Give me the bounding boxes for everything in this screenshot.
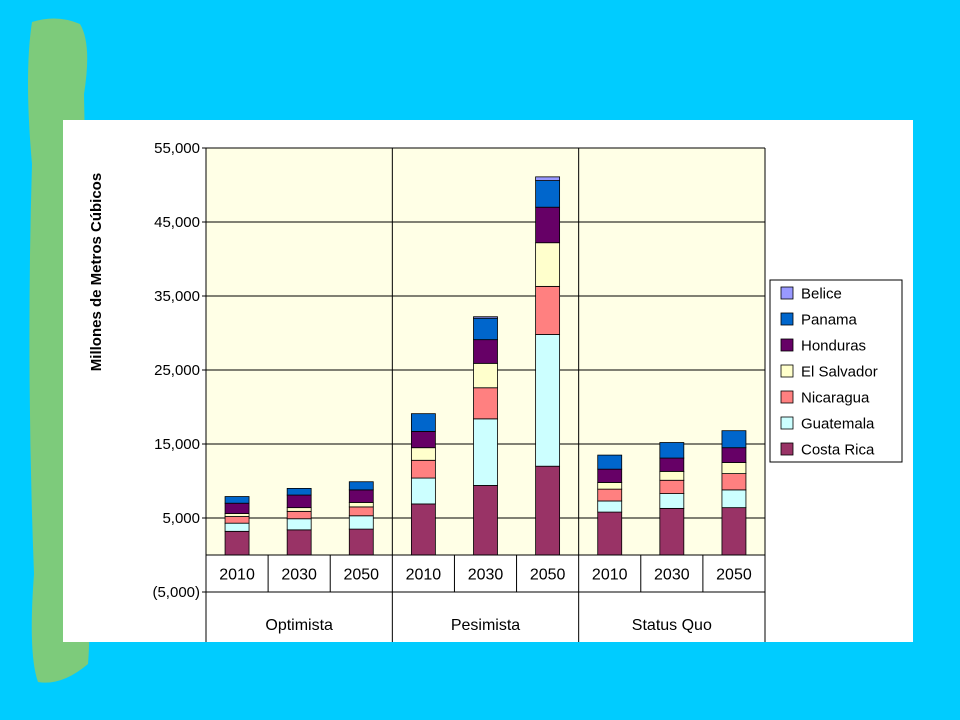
bar-segment-nicaragua bbox=[473, 387, 498, 420]
legend-label: Belice bbox=[801, 286, 842, 303]
bar-segment-panama bbox=[224, 496, 250, 504]
legend-swatch bbox=[780, 390, 794, 404]
bar-segment-guatemala bbox=[224, 522, 250, 532]
bar-segment-costa-rica bbox=[286, 529, 312, 556]
y-axis-label: Millones de Metros Cúbicos bbox=[88, 173, 105, 371]
y-tick-label: 15,000 bbox=[154, 436, 200, 453]
category-label: 2050 bbox=[343, 567, 379, 584]
bar-segment-guatemala bbox=[597, 500, 623, 513]
category-label: 2030 bbox=[654, 567, 690, 584]
bar-segment-panama bbox=[659, 442, 685, 459]
bar-segment-panama bbox=[348, 481, 374, 491]
stacked-bar-chart: (5,000) 5,000 15,000 25,000 35,000 45,000 55,0… bbox=[88, 140, 903, 642]
bar-segment-belice bbox=[535, 176, 561, 181]
bar-segment-guatemala bbox=[535, 334, 561, 467]
legend-box bbox=[769, 279, 903, 463]
legend-swatch bbox=[780, 442, 794, 456]
legend-swatch bbox=[780, 416, 794, 430]
bar-segment-guatemala bbox=[721, 489, 747, 509]
bar-segment-el-salvador bbox=[597, 482, 623, 490]
bar-segment-el-salvador bbox=[535, 242, 561, 287]
bar-segment-honduras bbox=[286, 494, 312, 509]
bar-segment-belice bbox=[473, 316, 498, 319]
bar-segment-nicaragua bbox=[410, 459, 436, 479]
bar-segment-costa-rica bbox=[597, 511, 623, 556]
legend-swatch bbox=[780, 364, 794, 378]
bar-segment-panama bbox=[535, 180, 561, 208]
y-tick-label: 45,000 bbox=[154, 214, 200, 231]
legend: Belice Panama Honduras El Salvador Nicaragua… bbox=[769, 279, 903, 463]
bar-segment-panama bbox=[286, 487, 312, 496]
chart-panel: (5,000) 5,000 15,000 25,000 35,000 45,000 55,0… bbox=[63, 120, 913, 642]
legend-swatch bbox=[780, 338, 794, 352]
bar-segment-costa-rica bbox=[348, 528, 374, 556]
bar-segment-el-salvador bbox=[348, 502, 374, 508]
legend-label: Panama bbox=[801, 312, 858, 329]
bar-segment-honduras bbox=[348, 489, 374, 503]
bar-segment-honduras bbox=[597, 468, 623, 483]
legend-swatch bbox=[780, 312, 794, 326]
category-label: 2010 bbox=[406, 567, 442, 584]
bar-segment-nicaragua bbox=[286, 510, 312, 520]
bar-segment-el-salvador bbox=[410, 447, 436, 461]
y-tick-label: 55,000 bbox=[154, 140, 200, 157]
legend-label: Honduras bbox=[801, 338, 866, 355]
bar-segment-honduras bbox=[473, 339, 498, 364]
bar-segment-el-salvador bbox=[659, 470, 685, 481]
bar-segment-costa-rica bbox=[659, 507, 685, 556]
bar-segment-honduras bbox=[410, 431, 436, 449]
category-label: 2030 bbox=[468, 567, 504, 584]
bar-segment-nicaragua bbox=[224, 516, 250, 524]
bar-segment-costa-rica bbox=[535, 465, 561, 556]
bar-segment-panama bbox=[721, 430, 747, 449]
bar-segment-honduras bbox=[535, 206, 561, 244]
bar-segment-nicaragua bbox=[535, 285, 561, 335]
legend-swatch bbox=[780, 286, 794, 300]
legend-label: Costa Rica bbox=[801, 442, 875, 459]
legend-label: Nicaragua bbox=[801, 390, 870, 407]
bar-segment-nicaragua bbox=[348, 506, 374, 517]
category-label: 2030 bbox=[281, 567, 317, 584]
bar-segment-costa-rica bbox=[224, 530, 250, 556]
y-tick-label: 25,000 bbox=[154, 362, 200, 379]
bar-segment-honduras bbox=[721, 447, 747, 463]
bar-segment-nicaragua bbox=[659, 479, 685, 494]
bar-segment-nicaragua bbox=[721, 473, 747, 491]
group-label: Pesimista bbox=[451, 617, 520, 634]
y-tick-label: 5,000 bbox=[162, 510, 200, 527]
bar-segment-panama bbox=[473, 317, 498, 341]
bar-segment-costa-rica bbox=[721, 507, 747, 556]
bar-segment-guatemala bbox=[286, 518, 312, 531]
y-tick-label: (5,000) bbox=[152, 584, 200, 601]
bar-segment-el-salvador bbox=[224, 513, 250, 517]
legend-label: Guatemala bbox=[801, 416, 875, 433]
bar-segment-costa-rica bbox=[410, 503, 436, 556]
category-label: 2010 bbox=[592, 567, 628, 584]
bar-segment-guatemala bbox=[659, 493, 685, 509]
bar-segment-nicaragua bbox=[597, 488, 623, 502]
bar-segment-costa-rica bbox=[473, 485, 498, 556]
group-label: Status Quo bbox=[632, 617, 712, 634]
bar-segment-guatemala bbox=[410, 477, 436, 505]
category-label: 2050 bbox=[716, 567, 752, 584]
bar-segment-el-salvador bbox=[721, 462, 747, 475]
bar-segment-panama bbox=[410, 413, 436, 432]
group-label: Optimista bbox=[265, 617, 333, 634]
bar-segment-guatemala bbox=[473, 418, 498, 486]
bar-segment-honduras bbox=[224, 502, 250, 514]
category-label: 2050 bbox=[530, 567, 566, 584]
bar-segment-guatemala bbox=[348, 515, 374, 530]
bar-segment-honduras bbox=[659, 457, 685, 472]
bar-segment-el-salvador bbox=[286, 507, 312, 512]
bar-segment-el-salvador bbox=[473, 362, 498, 389]
bar-segment-panama bbox=[597, 454, 623, 470]
category-label: 2010 bbox=[219, 567, 255, 584]
legend-label: El Salvador bbox=[801, 364, 878, 381]
y-tick-label: 35,000 bbox=[154, 288, 200, 305]
